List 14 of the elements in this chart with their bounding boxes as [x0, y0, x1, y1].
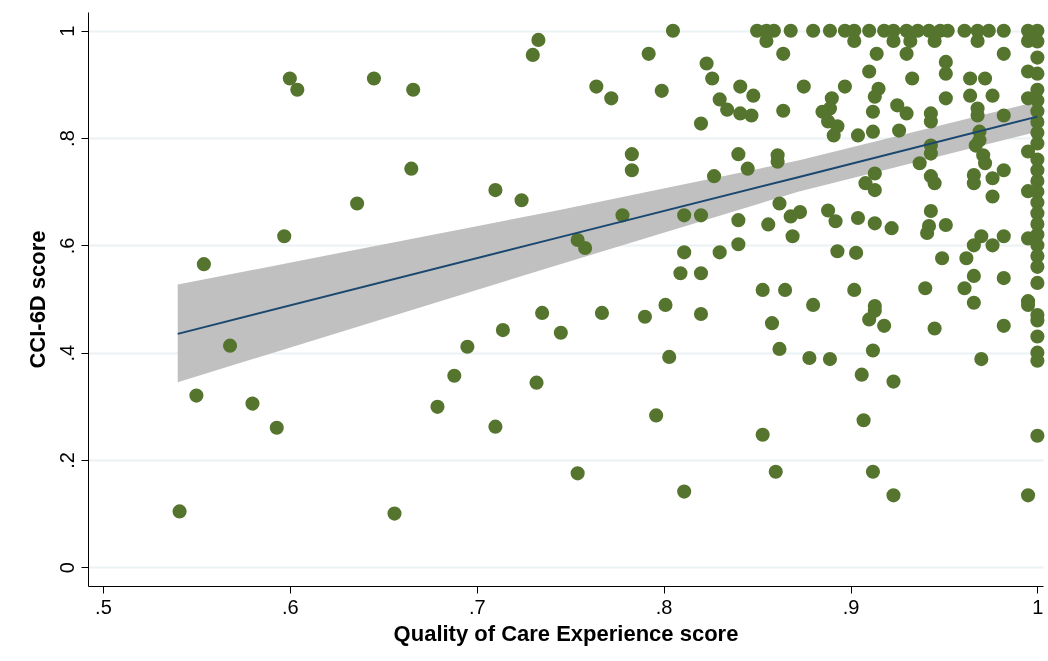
y-axis-title: CCI-6D score [24, 230, 50, 369]
y-tick-label: 1 [55, 25, 78, 37]
x-tick-label: .5 [95, 595, 112, 618]
y-tick-label: .8 [55, 130, 78, 147]
y-tick-label: .4 [55, 344, 78, 362]
y-tick-label: .6 [55, 237, 78, 255]
x-tick-label: .9 [842, 595, 860, 618]
y-tick-label: 0 [55, 562, 78, 574]
y-tick-label: .2 [55, 452, 78, 469]
x-tick-label: .6 [282, 595, 299, 618]
x-tick-label: .8 [655, 595, 673, 618]
x-tick-label: .7 [468, 595, 486, 618]
x-axis-title: Quality of Care Experience score [393, 620, 739, 646]
x-tick-label: 1 [1032, 595, 1044, 618]
